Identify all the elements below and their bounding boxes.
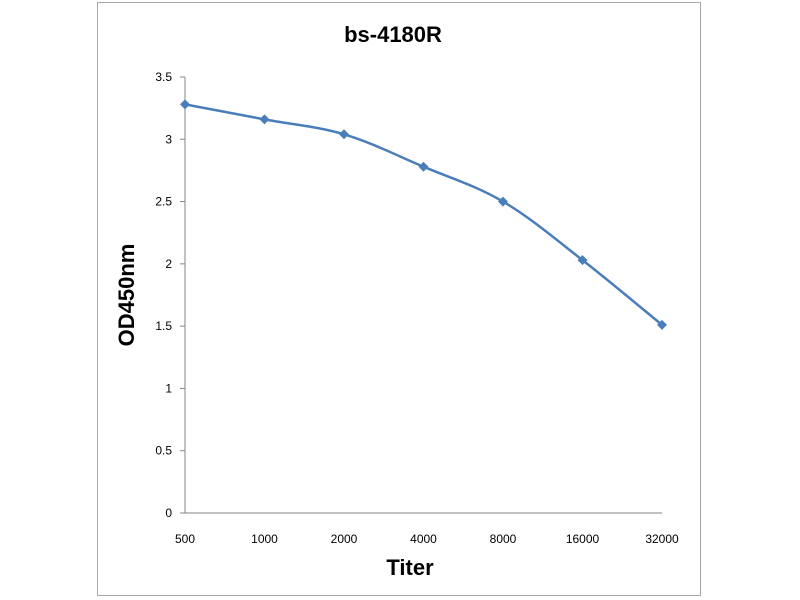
y-tick-label: 2 (165, 257, 172, 271)
data-point-4000 (418, 161, 429, 172)
y-tick-labels: 0 0.5 1 1.5 2 2.5 3 3.5 (155, 70, 185, 520)
data-point-16000 (577, 255, 588, 266)
x-axis-label: Titer (386, 555, 434, 580)
data-point-32000 (657, 319, 667, 330)
y-tick-label: 3 (165, 132, 172, 146)
chart-frame (97, 2, 701, 596)
x-tick-label: 4000 (410, 532, 437, 546)
data-point-1000 (259, 114, 270, 125)
series-line (184, 103, 663, 326)
y-tick-label: 1 (165, 381, 172, 395)
data-point-500 (180, 99, 190, 110)
y-tick-label: 2.5 (155, 195, 172, 209)
y-tick-label: 0 (165, 506, 172, 520)
x-tick-labels: 500 1000 2000 4000 8000 16000 32000 (175, 532, 679, 546)
axes (184, 77, 662, 514)
x-tick-label: 16000 (566, 532, 600, 546)
x-tick-label: 1000 (251, 532, 278, 546)
x-tick-label: 500 (175, 532, 195, 546)
data-point-8000 (498, 196, 508, 207)
x-tick-label: 8000 (490, 532, 517, 546)
x-tick-label: 32000 (645, 532, 679, 546)
series-layer (180, 99, 667, 330)
x-tick-label: 2000 (331, 532, 358, 546)
y-axis-label: OD450nm (114, 244, 139, 347)
chart-title: bs-4180R (344, 22, 442, 47)
y-tick-label: 3.5 (155, 70, 172, 84)
data-point-2000 (339, 129, 349, 140)
y-tick-label: 0.5 (155, 444, 172, 458)
y-tick-label: 1.5 (155, 319, 172, 333)
